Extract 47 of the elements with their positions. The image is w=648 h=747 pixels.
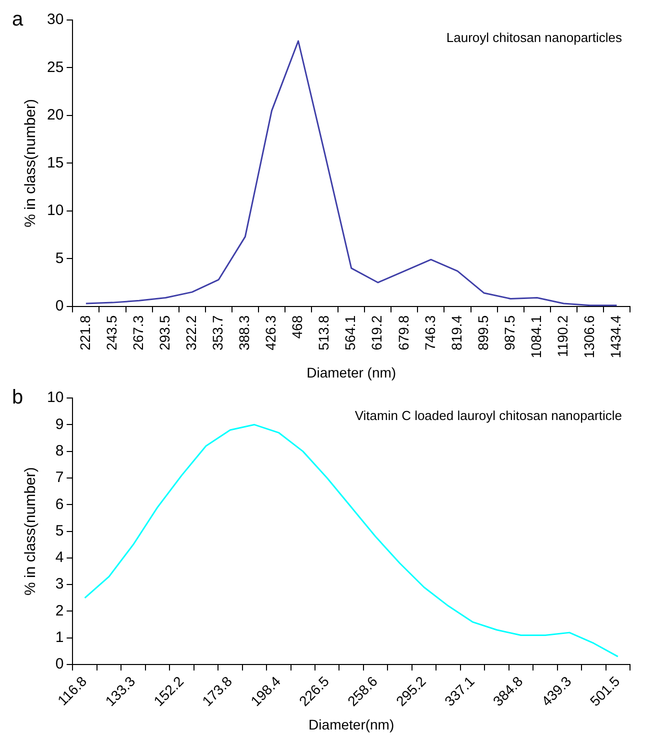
x-tick-label: 322.2 [182,315,199,350]
x-tick-label: 746.3 [422,315,438,350]
x-tick-label: 293.5 [156,315,172,350]
y-tick-label: 7 [55,469,64,486]
x-tick-label: 1084.1 [528,315,544,358]
x-tick-label: 353.7 [210,315,226,350]
y-tick-label: 10 [46,202,64,220]
y-tick-label: 3 [55,576,64,593]
y-tick-label: 25 [46,58,64,76]
y-tick-label: 0 [55,656,64,673]
y-tick-label: 5 [55,250,64,267]
x-tick-label: 1190.2 [554,315,571,358]
y-tick-label: 5 [55,522,64,540]
x-tick-label: 1434.4 [608,315,624,358]
y-axis-title: % in class(number) [22,99,40,228]
x-axis-title: Diameter (nm) [306,364,396,380]
y-tick-label: 20 [46,106,64,124]
text: a [12,8,24,31]
y-axis-title: % in class(number) [22,467,40,596]
x-tick-label: 513.8 [316,315,332,350]
y-tick-label: 1 [55,629,64,646]
text: b [12,386,24,409]
y-tick-label: 6 [55,496,64,513]
y-tick-label: 8 [55,442,64,460]
y-tick-label: 0 [55,298,64,315]
y-tick-label: 15 [46,154,64,172]
y-tick-label: 9 [55,416,64,433]
x-tick-label: 267.3 [130,315,146,350]
x-tick-label: 426.3 [262,315,279,350]
y-tick-label: 2 [55,602,64,620]
x-tick-label: 987.5 [501,315,518,350]
x-tick-label: 1306.6 [581,315,598,358]
y-tick-label: 10 [46,389,64,406]
x-tick-label: 679.8 [395,315,412,350]
x-tick-label: 619.2 [368,315,385,350]
text: Lauroyl chitosan nanoparticles [446,30,622,46]
x-tick-label: 899.5 [474,315,491,350]
x-tick-label: 564.1 [342,315,358,350]
x-tick-label: 468 [289,315,306,339]
y-tick-label: 30 [46,11,64,28]
x-tick-label: 243.5 [103,315,120,350]
y-tick-label: 4 [55,549,64,566]
text: Vitamin C loaded lauroyl chitosan nanoparticle [354,408,622,424]
x-tick-label: 819.4 [448,315,464,350]
x-axis-title: Diameter(nm) [308,716,394,732]
x-tick-label: 221.8 [76,315,93,350]
x-tick-label: 388.3 [236,315,252,350]
